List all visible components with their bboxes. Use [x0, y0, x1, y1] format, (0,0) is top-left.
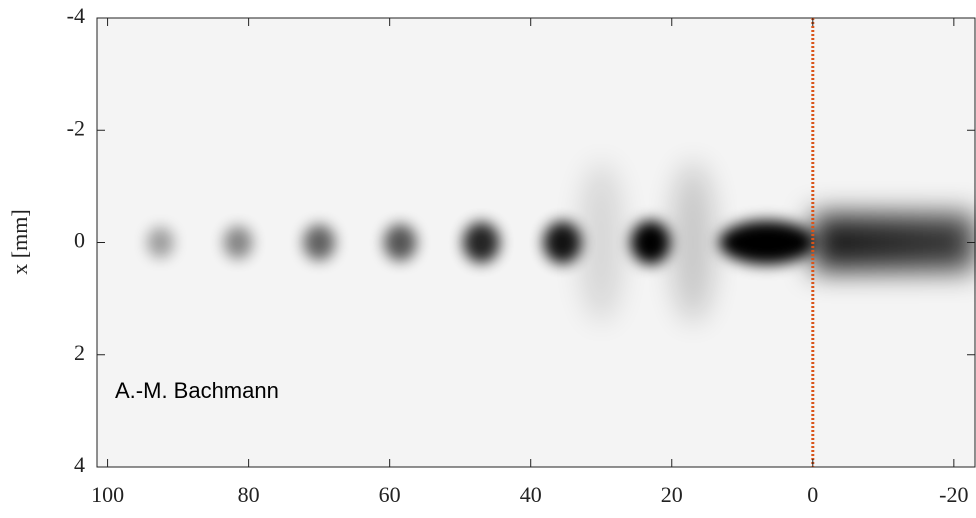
y-tick-label: 0	[74, 228, 85, 253]
bunch	[543, 221, 582, 264]
bunch	[718, 220, 815, 265]
bunch	[146, 227, 174, 258]
x-tick-label: -20	[939, 482, 968, 507]
bunch	[630, 220, 671, 265]
bunch	[303, 224, 336, 261]
bunch	[462, 222, 500, 263]
halo	[670, 162, 715, 323]
beam-stream	[812, 214, 975, 271]
y-tick-label: -2	[67, 115, 85, 140]
x-tick-label: 100	[91, 482, 124, 507]
x-tick-label: 20	[661, 482, 683, 507]
x-tick-label: 80	[238, 482, 260, 507]
annotation: A.-M. Bachmann	[115, 378, 279, 403]
y-axis-label: x [mm]	[7, 209, 32, 274]
x-tick-label: 0	[807, 482, 818, 507]
y-tick-label: 2	[74, 340, 85, 365]
x-tick-label: 40	[520, 482, 542, 507]
y-tick-label: 4	[74, 452, 85, 477]
bunch	[383, 224, 417, 261]
halo	[579, 162, 624, 323]
y-tick-label: -4	[67, 3, 85, 28]
bunch	[223, 226, 253, 259]
x-tick-label: 60	[379, 482, 401, 507]
